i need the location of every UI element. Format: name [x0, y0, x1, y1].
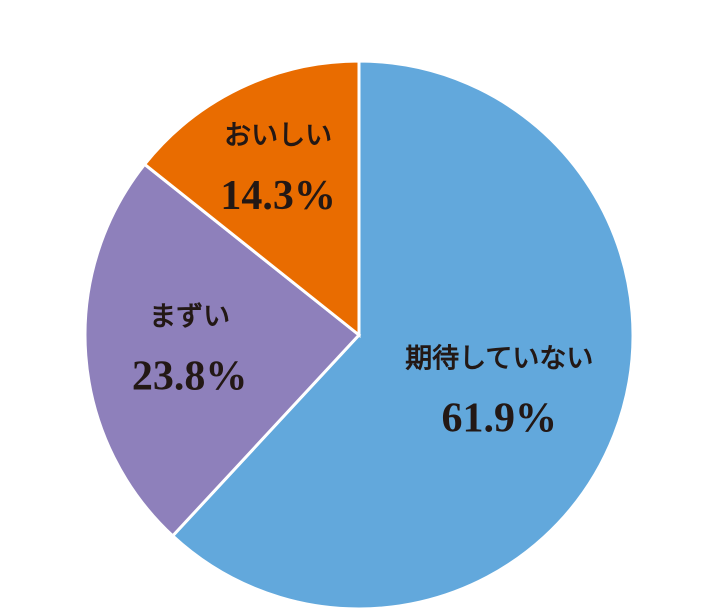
pie-slice	[170, 59, 635, 611]
pie-slice	[142, 59, 361, 339]
slice-category: まずい	[149, 301, 230, 332]
slice-value-label: 61.9%	[442, 396, 558, 442]
slice-category: 期待していない	[405, 344, 593, 375]
pie-slice	[83, 162, 362, 539]
slice-category: おいしい	[224, 121, 332, 152]
slice-value-label: 23.8%	[132, 353, 248, 399]
slice-value-label: 14.3%	[220, 173, 336, 219]
